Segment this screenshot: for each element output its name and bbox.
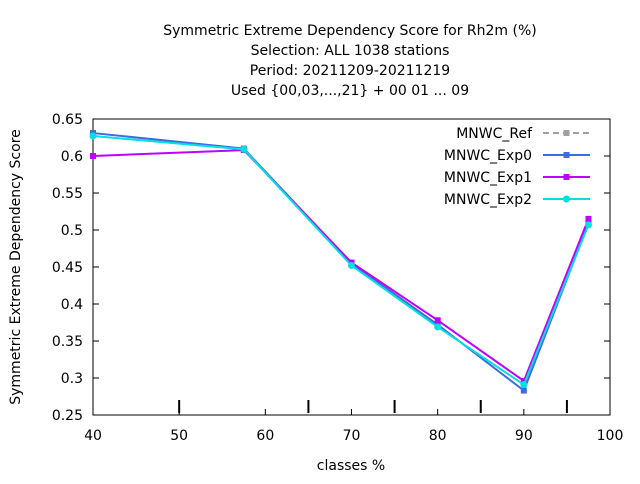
x-tick-label: 80 — [429, 428, 447, 444]
y-tick-label: 0.35 — [52, 334, 83, 350]
y-tick-label: 0.25 — [52, 408, 83, 424]
x-tick-label: 100 — [597, 428, 624, 444]
x-axis-label: classes % — [317, 458, 385, 474]
data-point — [520, 377, 527, 384]
series-MNWC_Exp2 — [89, 132, 592, 389]
x-tick-label: 40 — [84, 428, 102, 444]
chart-title-line-3: Period: 20211209-20211219 — [250, 63, 450, 79]
y-axis-label: Symmetric Extreme Dependency Score — [8, 129, 24, 405]
data-point — [520, 381, 528, 389]
legend-label: MNWC_Exp0 — [444, 148, 532, 164]
series-line — [92, 132, 590, 393]
data-point — [584, 221, 592, 229]
series-line — [92, 135, 590, 387]
series-group — [89, 130, 592, 394]
data-point — [348, 262, 355, 270]
data-point — [240, 145, 248, 153]
y-tick-label: 0.65 — [52, 112, 83, 128]
data-point — [434, 323, 442, 331]
legend-label: MNWC_Exp1 — [444, 170, 532, 186]
axes-group: 0.25 0.3 0.35 0.4 0.45 0.5 0.55 0.6 0.65 40 50 60 70… — [52, 112, 624, 444]
y-tick-label: 0.45 — [52, 260, 83, 276]
x-tick-label: 90 — [515, 428, 533, 444]
y-tick-label: 0.5 — [61, 223, 83, 239]
data-point — [520, 387, 527, 394]
legend-marker — [563, 152, 570, 158]
y-tick-label: 0.6 — [61, 149, 83, 165]
data-point — [90, 153, 96, 159]
y-tick-label: 0.55 — [52, 186, 83, 202]
x-tick-label: 70 — [343, 428, 361, 444]
legend-label: MNWC_Ref — [456, 126, 533, 142]
chart-title-line-2: Selection: ALL 1038 stations — [251, 43, 450, 59]
y-tick-label: 0.3 — [61, 371, 83, 387]
series-line — [92, 149, 590, 383]
legend-label: MNWC_Exp2 — [444, 192, 532, 208]
legend-marker — [563, 174, 570, 180]
legend: MNWC_Ref MNWC_Exp0 MNWC_Exp1 MNWC_Exp2 — [444, 126, 590, 208]
y-tick-label: 0.4 — [61, 297, 83, 313]
x-tick-label: 50 — [170, 428, 188, 444]
data-point — [585, 215, 592, 222]
chart-title-line-4: Used {00,03,...,21} + 00 01 ... 09 — [231, 83, 469, 99]
legend-marker — [563, 130, 570, 136]
chart-title-group: Symmetric Extreme Dependency Score for R… — [163, 23, 536, 99]
chart-title-line-1: Symmetric Extreme Dependency Score for R… — [163, 23, 536, 39]
data-point — [434, 317, 441, 324]
x-tick-label: 60 — [256, 428, 274, 444]
legend-marker — [563, 195, 570, 203]
data-point — [89, 132, 97, 140]
